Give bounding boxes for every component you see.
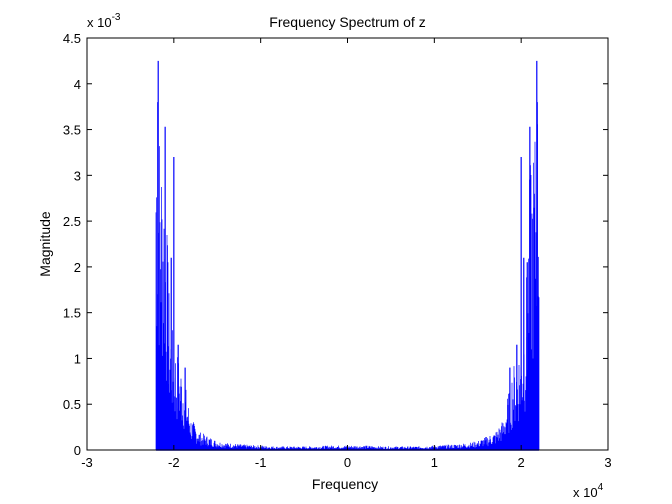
- chart-title: Frequency Spectrum of z: [269, 14, 425, 30]
- y-tick-label: 0.5: [63, 397, 81, 412]
- x-tick-label: -3: [81, 455, 93, 470]
- y-tick-label: 0: [74, 443, 81, 458]
- y-tick-label: 4: [74, 77, 81, 92]
- y-tick-label: 2: [74, 260, 81, 275]
- x-tick-label: 3: [604, 455, 611, 470]
- y-tick-label: 3: [74, 168, 81, 183]
- x-multiplier-base: x 10: [573, 485, 598, 500]
- y-tick-label: 1: [74, 351, 81, 366]
- x-tick-label: -1: [255, 455, 267, 470]
- y-tick-label: 3.5: [63, 123, 81, 138]
- x-tick-label: 2: [518, 455, 525, 470]
- series-layer: [155, 60, 540, 451]
- x-tick-label: -2: [168, 455, 180, 470]
- y-tick-label: 2.5: [63, 214, 81, 229]
- x-axis-label: Frequency: [312, 476, 378, 492]
- y-multiplier: x 10-3: [87, 12, 121, 30]
- x-multiplier-exp: 4: [598, 482, 604, 493]
- x-multiplier: x 104: [573, 482, 604, 500]
- x-tick-label: 1: [431, 455, 438, 470]
- x-tick-label: 0: [344, 455, 351, 470]
- y-axis-label: Magnitude: [37, 211, 53, 277]
- y-multiplier-base: x 10: [87, 15, 112, 30]
- y-tick-label: 4.5: [63, 31, 81, 46]
- y-tick-label: 1.5: [63, 306, 81, 321]
- y-multiplier-exp: -3: [112, 12, 121, 23]
- axes-layer: -3 -2 -1 0 1 2 3 0 0.5 1 1.5 2 2.5 3 3.5 4 4.5: [63, 31, 612, 470]
